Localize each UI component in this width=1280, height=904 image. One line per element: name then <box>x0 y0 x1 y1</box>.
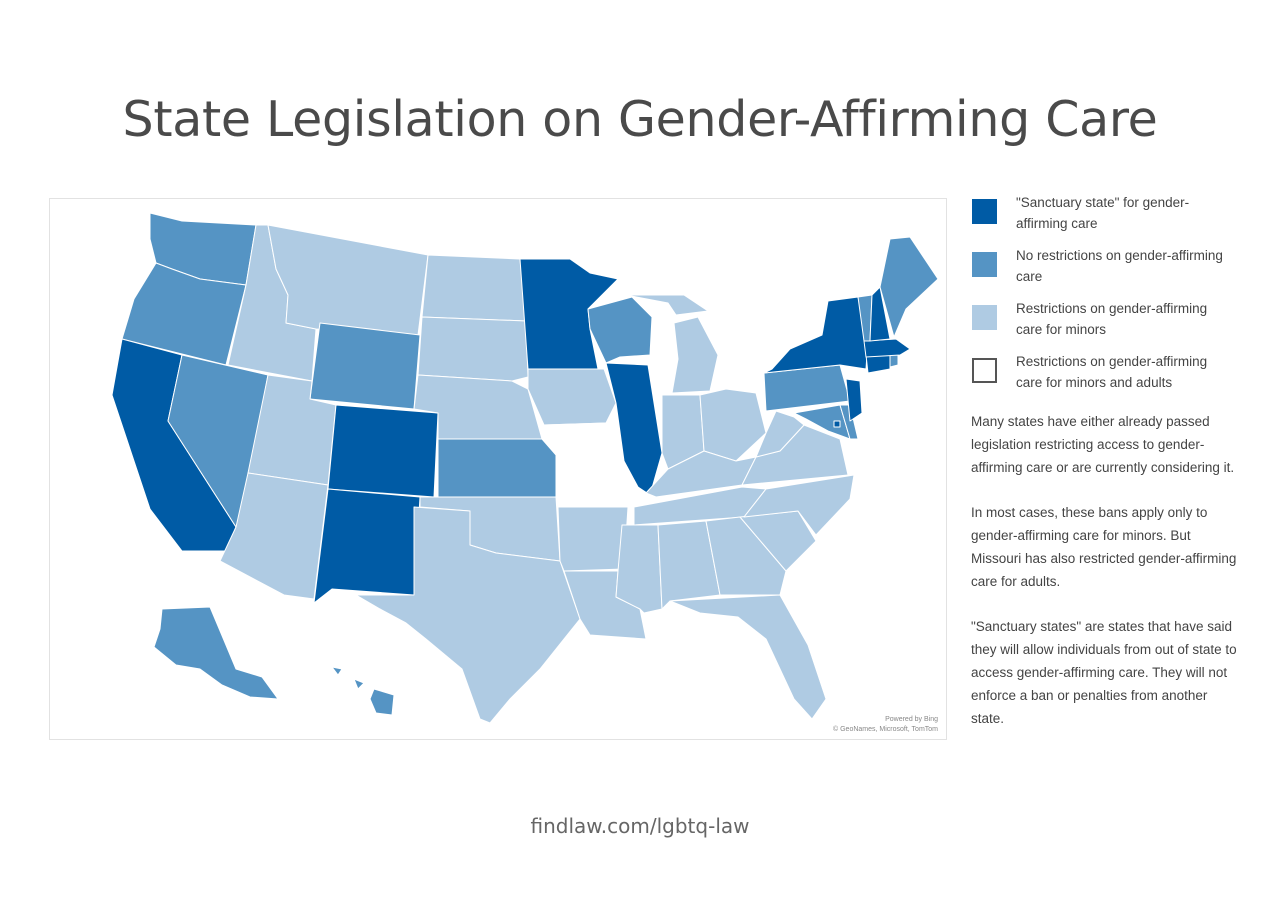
state-ma[interactable] <box>863 338 911 358</box>
page-title: State Legislation on Gender-Affirming Ca… <box>122 90 1158 148</box>
map-legend: "Sanctuary state" for gender-affirming c… <box>971 192 1241 404</box>
us-map-svg <box>111 212 939 724</box>
state-ny[interactable] <box>763 296 869 374</box>
note-paragraph-2: In most cases, these bans apply only to … <box>971 505 1237 589</box>
legend-label-minors: Restrictions on gender-affirming care fo… <box>1016 301 1208 337</box>
state-fl[interactable] <box>669 594 827 720</box>
map-credit-bing: Powered by Bing <box>885 716 938 723</box>
state-tx[interactable] <box>355 506 581 724</box>
note-paragraph-3: "Sanctuary states" are states that have … <box>971 619 1237 726</box>
legend-item-sanctuary: "Sanctuary state" for gender-affirming c… <box>971 192 1241 245</box>
legend-label-no-restrictions: No restrictions on gender-affirming care <box>1016 248 1223 284</box>
state-wv[interactable] <box>755 410 805 458</box>
map-credit-sources: © GeoNames, Microsoft, TomTom <box>833 726 938 733</box>
legend-swatch-sanctuary <box>972 199 997 224</box>
legend-label-sanctuary: "Sanctuary state" for gender-affirming c… <box>1016 195 1190 231</box>
state-nh[interactable] <box>869 286 891 342</box>
state-de[interactable] <box>839 404 859 440</box>
state-mo[interactable] <box>543 422 641 506</box>
legend-label-adults: Restrictions on gender-affirming care fo… <box>1016 354 1208 390</box>
state-me[interactable] <box>879 236 939 338</box>
state-or[interactable] <box>121 262 247 366</box>
state-ga[interactable] <box>705 516 787 596</box>
state-dc[interactable] <box>833 420 841 428</box>
state-hi[interactable] <box>331 666 395 716</box>
state-il[interactable] <box>605 362 663 496</box>
legend-item-minors: Restrictions on gender-affirming care fo… <box>971 298 1241 351</box>
state-ks[interactable] <box>437 438 557 498</box>
state-ms[interactable] <box>615 524 663 614</box>
state-mi[interactable] <box>625 294 719 394</box>
state-ky[interactable] <box>645 450 757 498</box>
state-wi[interactable] <box>587 296 653 364</box>
state-ar[interactable] <box>557 506 629 572</box>
state-nc[interactable] <box>743 474 855 536</box>
state-ak[interactable] <box>153 606 279 700</box>
state-co[interactable] <box>327 404 439 498</box>
explanatory-notes: Many states have either already passed l… <box>971 410 1239 752</box>
legend-swatch-minors <box>972 305 997 330</box>
note-paragraph-1: Many states have either already passed l… <box>971 414 1235 475</box>
state-sd[interactable] <box>417 316 529 382</box>
state-oh[interactable] <box>699 388 767 462</box>
us-map[interactable]: Powered by Bing © GeoNames, Microsoft, T… <box>49 198 947 740</box>
source-url[interactable]: findlaw.com/lgbtq-law <box>530 814 750 838</box>
state-al[interactable] <box>657 520 721 610</box>
state-nd[interactable] <box>421 254 527 322</box>
legend-item-adults: Restrictions on gender-affirming care fo… <box>971 351 1241 404</box>
state-nm[interactable] <box>313 488 421 604</box>
state-md[interactable] <box>793 404 851 440</box>
legend-swatch-adults <box>972 358 997 383</box>
state-mt[interactable] <box>267 224 429 336</box>
state-ia[interactable] <box>527 368 617 426</box>
legend-item-no-restrictions: No restrictions on gender-affirming care <box>971 245 1241 298</box>
legend-swatch-no-restrictions <box>972 252 997 277</box>
state-wy[interactable] <box>309 322 421 410</box>
state-nj[interactable] <box>845 378 863 422</box>
